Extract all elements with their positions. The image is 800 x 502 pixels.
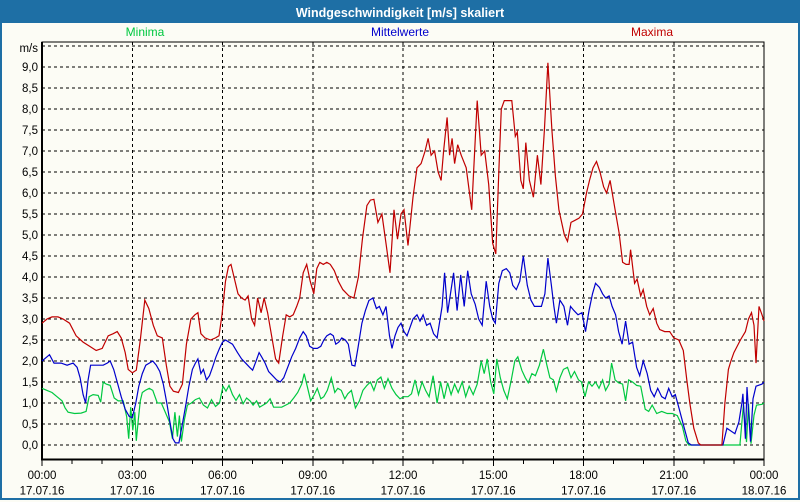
y-tick-label: 1,0 [22,398,38,410]
y-tick-label: 3,5 [22,293,38,305]
y-tick-label: 2,0 [22,356,38,368]
x-tick-date-label: 18.07.16 [742,486,787,498]
x-tick-time-label: 00:00 [750,470,779,482]
x-tick-time-label: 09:00 [298,470,327,482]
y-tick-label: 6,0 [22,188,38,200]
x-tick-date-label: 17.07.16 [20,486,65,498]
y-tick-label: 0,5 [22,419,38,431]
y-tick-label: 5,5 [22,209,38,221]
x-tick-time-label: 21:00 [659,470,688,482]
chart-legend: Minima Mittelwerte Maxima [2,24,798,40]
x-tick-time-label: 18:00 [569,470,598,482]
x-tick-date-label: 17.07.16 [651,486,696,498]
y-tick-label: 1,5 [22,377,38,389]
y-tick-label: 0,0 [22,440,38,452]
y-tick-label: 7,0 [22,146,38,158]
legend-label-minima: Minima [125,25,165,39]
y-tick-label: 7,5 [22,125,38,137]
y-tick-label: 2,5 [22,335,38,347]
y-tick-label: 4,5 [22,251,38,263]
y-tick-label: 8,0 [22,104,38,116]
series-line-mittelwerte [41,255,765,446]
x-tick-date-label: 17.07.16 [110,486,155,498]
window-title: Windgeschwindigkeit [m/s] skaliert [295,5,505,20]
x-tick-date-label: 17.07.16 [290,486,335,498]
title-bar: Windgeschwindigkeit [m/s] skaliert [2,2,798,23]
series-line-minima [41,349,765,446]
y-tick-label: 8,5 [22,83,38,95]
series-line-maxima [41,62,765,446]
plot-area [42,42,764,460]
y-axis-unit-label: m/s [19,43,38,55]
legend-label-mittelwerte: Mittelwerte [370,25,429,39]
legend-label-maxima: Maxima [630,25,673,39]
y-tick-label: 6,5 [22,167,38,179]
x-tick-time-label: 03:00 [118,470,147,482]
x-tick-date-label: 17.07.16 [200,486,245,498]
x-tick-date-label: 17.07.16 [471,486,516,498]
x-tick-date-label: 17.07.16 [561,486,606,498]
x-tick-time-label: 06:00 [208,470,237,482]
x-tick-date-label: 17.07.16 [381,486,426,498]
y-tick-label: 4,0 [22,272,38,284]
x-tick-time-label: 00:00 [28,470,57,482]
x-tick-time-label: 15:00 [479,470,508,482]
x-tick-time-label: 12:00 [389,470,418,482]
y-tick-label: 3,0 [22,314,38,326]
y-tick-label: 5,0 [22,230,38,242]
y-tick-label: 9,0 [22,62,38,74]
